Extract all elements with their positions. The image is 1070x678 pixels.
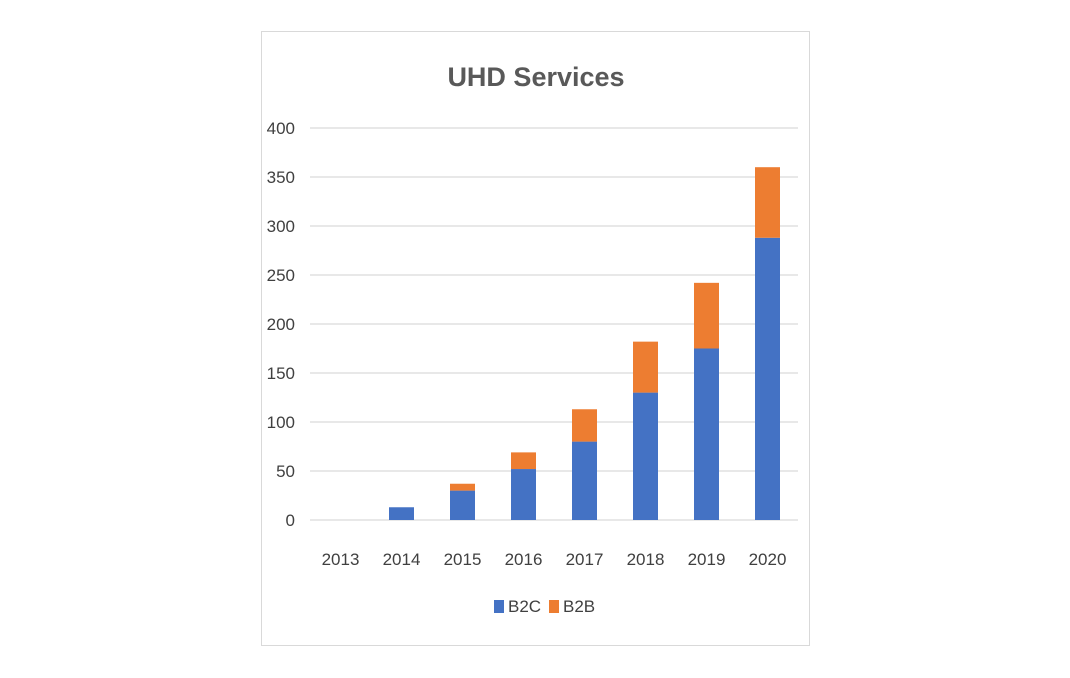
bar-b2c-2018	[633, 392, 658, 520]
y-tick-label: 250	[267, 266, 295, 285]
gridlines	[310, 127, 798, 521]
bar-b2c-2017	[572, 441, 597, 520]
y-tick-label: 50	[276, 462, 295, 481]
bars	[389, 167, 780, 520]
bar-b2c-2019	[694, 348, 719, 520]
legend-label-b2b: B2B	[563, 597, 595, 616]
y-tick-label: 150	[267, 364, 295, 383]
x-tick-label: 2014	[383, 550, 421, 569]
y-axis-ticks: 0 50 100 150 200 250 300 350 400	[267, 119, 295, 530]
bar-b2b-2016	[511, 452, 536, 470]
x-tick-label: 2020	[749, 550, 787, 569]
bar-b2b-2019	[694, 282, 719, 349]
x-tick-label: 2013	[322, 550, 360, 569]
legend-swatch-b2b	[549, 600, 559, 613]
x-tick-label: 2015	[444, 550, 482, 569]
bar-b2b-2018	[633, 341, 658, 393]
y-tick-label: 200	[267, 315, 295, 334]
x-tick-label: 2018	[627, 550, 665, 569]
legend-label-b2c: B2C	[508, 597, 541, 616]
y-tick-label: 100	[267, 413, 295, 432]
chart-svg: UHD Services 0 50 100 150 200 250 300 350 400 20…	[267, 62, 798, 616]
x-tick-label: 2016	[505, 550, 543, 569]
legend: B2C B2B	[494, 597, 595, 616]
y-tick-label: 0	[286, 511, 295, 530]
x-axis-ticks: 2013 2014 2015 2016 2017 2018 2019 2020	[322, 550, 787, 569]
chart-title: UHD Services	[447, 62, 624, 92]
chart-frame: UHD Services 0 50 100 150 200 250 300 350 400 20…	[261, 31, 810, 646]
x-tick-label: 2019	[688, 550, 726, 569]
y-tick-label: 400	[267, 119, 295, 138]
bar-b2b-2017	[572, 409, 597, 442]
bar-b2c-2016	[511, 469, 536, 520]
bar-b2c-2015	[450, 490, 475, 520]
y-tick-label: 350	[267, 168, 295, 187]
legend-swatch-b2c	[494, 600, 504, 613]
x-tick-label: 2017	[566, 550, 604, 569]
y-tick-label: 300	[267, 217, 295, 236]
bar-b2c-2014	[389, 507, 414, 520]
bar-b2b-2020	[755, 167, 780, 238]
bar-b2c-2020	[755, 237, 780, 520]
bar-b2b-2015	[450, 483, 475, 491]
